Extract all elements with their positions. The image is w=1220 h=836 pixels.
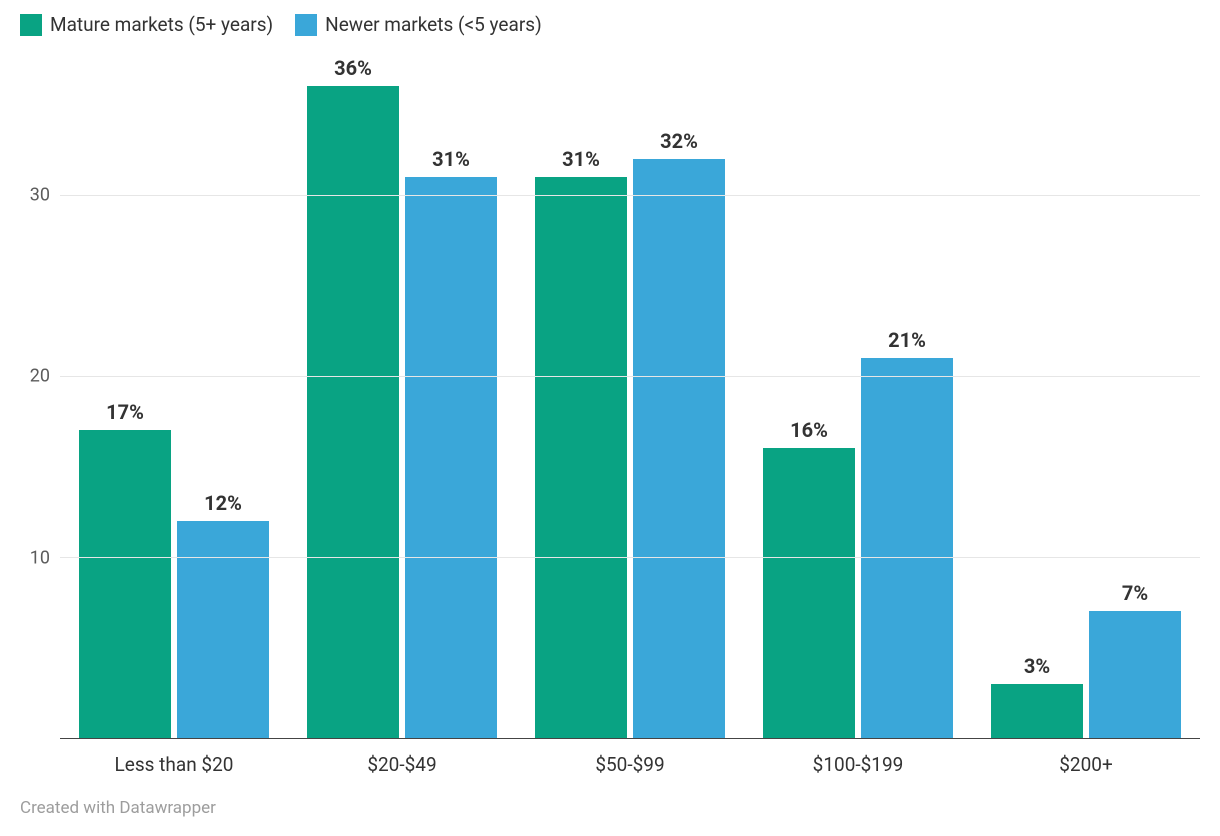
bar-value-label: 32% (660, 129, 698, 159)
bar-rect (79, 430, 171, 738)
y-tick-label: 20 (30, 366, 50, 387)
bar-rect (991, 684, 1083, 738)
bar: 3% (991, 684, 1083, 738)
bar-value-label: 7% (1122, 581, 1148, 611)
bar-group: 3%7% (972, 50, 1200, 738)
legend-item: Newer markets (<5 years) (295, 14, 542, 36)
y-tick-label: 10 (30, 547, 50, 568)
bar-group: 16%21% (744, 50, 972, 738)
bar: 31% (535, 177, 627, 738)
x-tick-label: $20-$49 (288, 753, 516, 776)
bar-rect (763, 448, 855, 738)
y-tick-label: 30 (30, 185, 50, 206)
x-tick-label: $100-$199 (744, 753, 972, 776)
bar: 16% (763, 448, 855, 738)
legend-label: Newer markets (<5 years) (325, 14, 542, 36)
bar: 12% (177, 521, 269, 738)
plot-area: 17%12%36%31%31%32%16%21%3%7% (60, 50, 1200, 739)
bar-rect (861, 358, 953, 738)
bar-rect (633, 159, 725, 738)
x-tick-label: $50-$99 (516, 753, 744, 776)
x-tick-label: $200+ (972, 753, 1200, 776)
bar-value-label: 16% (790, 418, 828, 448)
chart-footer: Created with Datawrapper (20, 798, 1200, 818)
bar-value-label: 17% (106, 400, 144, 430)
gridline (60, 557, 1200, 558)
legend-swatch (20, 14, 42, 36)
bar: 36% (307, 86, 399, 738)
bar: 17% (79, 430, 171, 738)
bar-groups: 17%12%36%31%31%32%16%21%3%7% (60, 50, 1200, 738)
gridline (60, 376, 1200, 377)
bar-rect (405, 177, 497, 738)
bar-rect (177, 521, 269, 738)
bar-value-label: 21% (888, 328, 926, 358)
chart-container: Mature markets (5+ years) Newer markets (… (0, 0, 1220, 836)
legend-item: Mature markets (5+ years) (20, 14, 273, 36)
bar: 31% (405, 177, 497, 738)
plot: 102030 17%12%36%31%31%32%16%21%3%7% (20, 50, 1200, 739)
bar-value-label: 3% (1024, 654, 1050, 684)
bar-value-label: 36% (334, 56, 372, 86)
bar-rect (1089, 611, 1181, 738)
bar-rect (535, 177, 627, 738)
bar: 21% (861, 358, 953, 738)
bar-group: 17%12% (60, 50, 288, 738)
bar-group: 31%32% (516, 50, 744, 738)
x-tick-label: Less than $20 (60, 753, 288, 776)
gridline (60, 195, 1200, 196)
bar-value-label: 12% (204, 491, 242, 521)
bar: 32% (633, 159, 725, 738)
legend: Mature markets (5+ years) Newer markets (… (20, 14, 1200, 36)
bar-rect (307, 86, 399, 738)
bar-value-label: 31% (562, 147, 600, 177)
bar-group: 36%31% (288, 50, 516, 738)
y-axis: 10 20 30 (20, 50, 60, 739)
legend-label: Mature markets (5+ years) (50, 14, 273, 36)
x-axis: Less than $20$20-$49$50-$99$100-$199$200… (60, 739, 1200, 776)
bar: 7% (1089, 611, 1181, 738)
legend-swatch (295, 14, 317, 36)
bar-value-label: 31% (432, 147, 470, 177)
